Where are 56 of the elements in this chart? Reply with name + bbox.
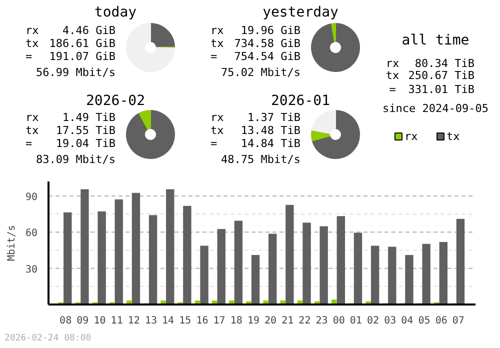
x-tick-label: 04 [401,316,414,326]
x-tick-label: 15 [179,316,192,326]
chart-title: 2026-01 [271,93,330,109]
x-tick-label: 17 [213,316,226,326]
x-tick-label: 20 [264,316,277,326]
x-tick-label: 11 [110,316,123,326]
text: rx 1.37 TiB [210,111,301,124]
x-tick-label: 23 [316,316,328,326]
x-tick-label: 19 [247,316,260,326]
y-tick-label: 60 [25,228,38,240]
x-tick-label: 10 [94,316,106,326]
text: 56.99 Mbit/s [36,66,116,79]
x-tick-label: 22 [298,316,311,326]
text: since 2024-09-05 [382,102,488,115]
text: all time [402,32,470,48]
text: rx 4.46 GiB [26,24,116,37]
x-tick-label: 05 [418,316,430,326]
text: tx 186.61 GiB [26,37,116,50]
x-tick-label: 18 [230,316,242,326]
text: tx 734.58 GiB [210,37,301,50]
text: tx 13.48 TiB [210,124,301,137]
y-tick-label: 30 [25,264,38,276]
x-tick-label: 02 [367,316,380,326]
chart-title: today [94,4,137,20]
text: rx 80.34 TiB [386,57,475,70]
text: 83.09 Mbit/s [36,153,116,166]
text: rx 19.96 GiB [210,24,301,37]
chart-title: yesterday [262,4,338,20]
x-tick-label: 21 [282,316,294,326]
text: = 191.07 GiB [26,50,116,63]
x-tick-label: 00 [332,316,345,326]
x-tick-label: 01 [350,316,362,326]
x-tick-label: 09 [76,316,89,326]
text: = 754.54 GiB [210,50,301,63]
text: = 19.04 TiB [26,137,116,150]
y-tick-label: 90 [25,192,38,203]
text: = 331.01 TiB [389,83,475,96]
x-tick-label: 07 [452,316,464,326]
x-tick-label: 03 [384,316,396,326]
x-tick-label: 16 [196,316,208,326]
text: = 14.84 TiB [210,137,301,150]
text: rx 1.49 TiB [26,111,116,124]
y-axis-title: Mbit/s [6,224,18,262]
text: tx 17.55 TiB [26,124,116,137]
chart-title: 2026-02 [86,93,146,109]
x-tick-label: 14 [162,316,174,326]
legend-label: tx [446,130,460,143]
legend-label: rx [404,130,418,143]
x-tick-label: 13 [144,316,158,326]
text: 75.02 Mbit/s [221,66,301,79]
x-tick-label: 08 [60,316,72,326]
text: tx 250.67 TiB [386,69,475,82]
text: 2026-02-24 08:00 [4,334,92,344]
x-tick-label: 06 [435,316,448,326]
text: 48.75 Mbit/s [221,153,301,166]
x-tick-label: 12 [128,316,140,326]
